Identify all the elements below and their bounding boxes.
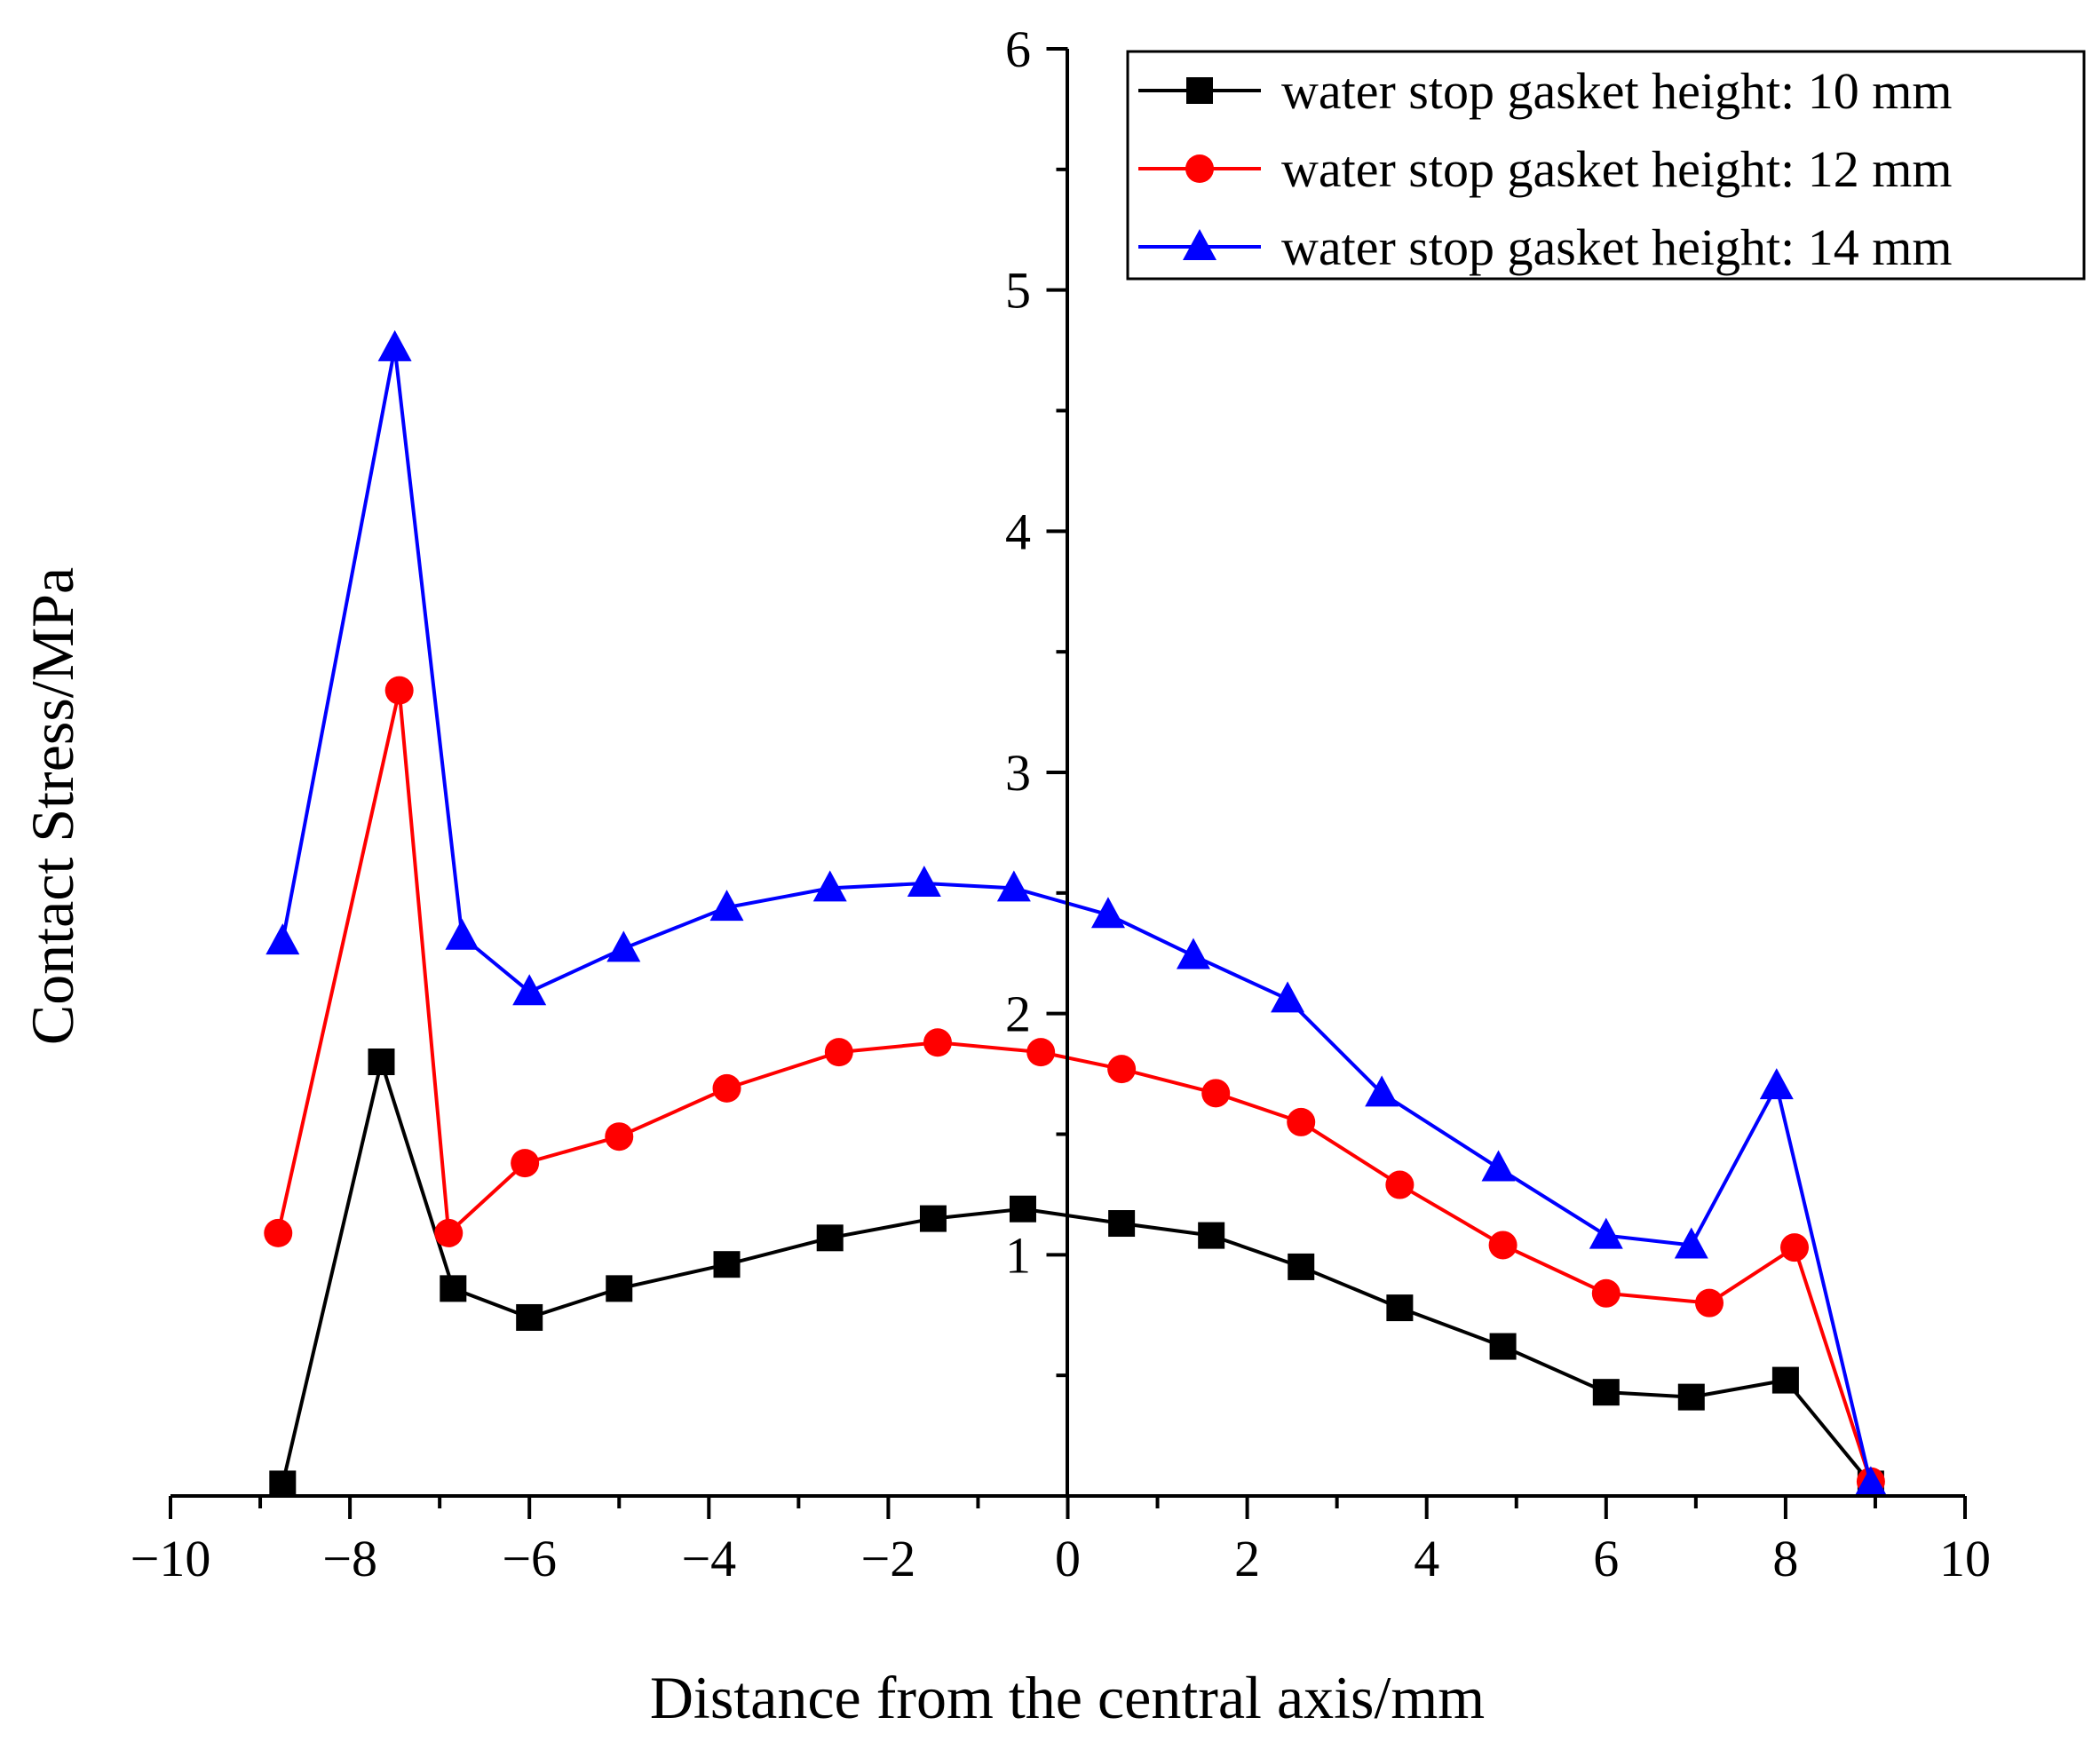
data-point [1674,1227,1708,1259]
data-point [516,1303,543,1331]
x-tick-label: 10 [1939,1530,1991,1587]
x-tick-label: −4 [681,1530,736,1587]
plot-area [264,329,1888,1498]
data-point [713,1251,741,1278]
x-axis-title: Distance from the central axis/mm [650,1664,1485,1731]
data-point [1759,1068,1794,1100]
y-tick-label: 2 [1005,985,1031,1043]
legend-marker-1 [1186,77,1213,104]
data-point [812,870,847,902]
data-point [1009,1195,1036,1223]
data-point [1026,1038,1056,1067]
data-point [1488,1231,1518,1260]
data-point [511,1149,540,1178]
x-ticks: −10 −8 −6 −4 −2 0 2 4 6 8 10 [131,1496,1991,1587]
data-point [1592,1379,1620,1406]
data-point [440,1275,467,1302]
x-tick-label: −10 [131,1530,211,1587]
y-ticks: 1 2 3 4 5 6 [1005,20,1068,1378]
y-tick-label: 3 [1005,744,1031,802]
data-point [1107,1055,1137,1084]
data-point [1780,1233,1810,1262]
x-tick-label: 6 [1593,1530,1619,1587]
data-point [1589,1217,1623,1249]
data-point [445,918,479,950]
data-point [1677,1383,1705,1411]
legend-marker-3 [1183,229,1216,260]
x-tick-label: −6 [502,1530,557,1587]
legend-label-1: water stop gasket height: 10 mm [1281,62,1952,120]
y-tick-label: 5 [1005,262,1031,320]
series-3 [265,329,1888,1498]
data-point [1385,1170,1415,1199]
data-point [606,930,641,962]
data-point [384,676,414,705]
x-tick-label: 2 [1234,1530,1260,1587]
y-axis-title: Contact Stress/MPa [19,567,86,1045]
x-tick-label: −2 [861,1530,916,1587]
data-point [1090,897,1125,929]
data-point [1365,1075,1399,1107]
data-point [377,329,412,361]
data-point [269,1470,297,1498]
legend-marker-2 [1185,154,1214,183]
data-point [1489,1333,1517,1360]
data-point [816,1224,844,1252]
data-point [1695,1288,1724,1318]
data-point [1176,938,1210,969]
data-point [1853,1466,1888,1498]
data-point [1198,1222,1225,1249]
data-point [996,870,1031,902]
data-point [1108,1210,1136,1238]
data-point [1771,1366,1799,1394]
data-point [1201,1079,1231,1108]
data-point [1386,1294,1414,1322]
data-point [712,1073,741,1103]
legend-label-2: water stop gasket height: 12 mm [1281,140,1952,198]
data-point [907,865,941,897]
legend: water stop gasket height: 10 mm water sto… [1126,50,2086,281]
x-tick-label: 4 [1414,1530,1439,1587]
series-line-2 [276,688,1873,1483]
data-point [709,890,744,922]
data-point [368,1049,395,1075]
legend-label-3: water stop gasket height: 14 mm [1281,218,1952,276]
series-line-1 [281,1060,1873,1485]
data-point [606,1275,633,1302]
data-point [434,1218,464,1247]
data-point [512,974,547,1006]
data-point [1288,1253,1315,1280]
data-point [1271,981,1305,1013]
y-tick-label: 1 [1005,1226,1031,1284]
y-tick-label: 6 [1005,20,1031,78]
series-2 [264,676,1885,1496]
data-point [264,1218,293,1247]
legend-box [1126,50,2086,281]
y-tick-label: 4 [1005,503,1031,560]
x-tick-label: 8 [1772,1530,1798,1587]
data-point [1481,1150,1516,1182]
x-tick-label: −8 [322,1530,377,1587]
data-point [919,1205,947,1232]
data-point [824,1038,853,1067]
data-point [1287,1107,1316,1136]
data-point [923,1028,952,1057]
series-1 [269,1049,1884,1498]
series-line-3 [281,345,1873,1484]
data-point [265,923,300,955]
x-tick-label: 0 [1055,1530,1081,1587]
data-point [605,1122,634,1151]
data-point [1591,1278,1621,1308]
